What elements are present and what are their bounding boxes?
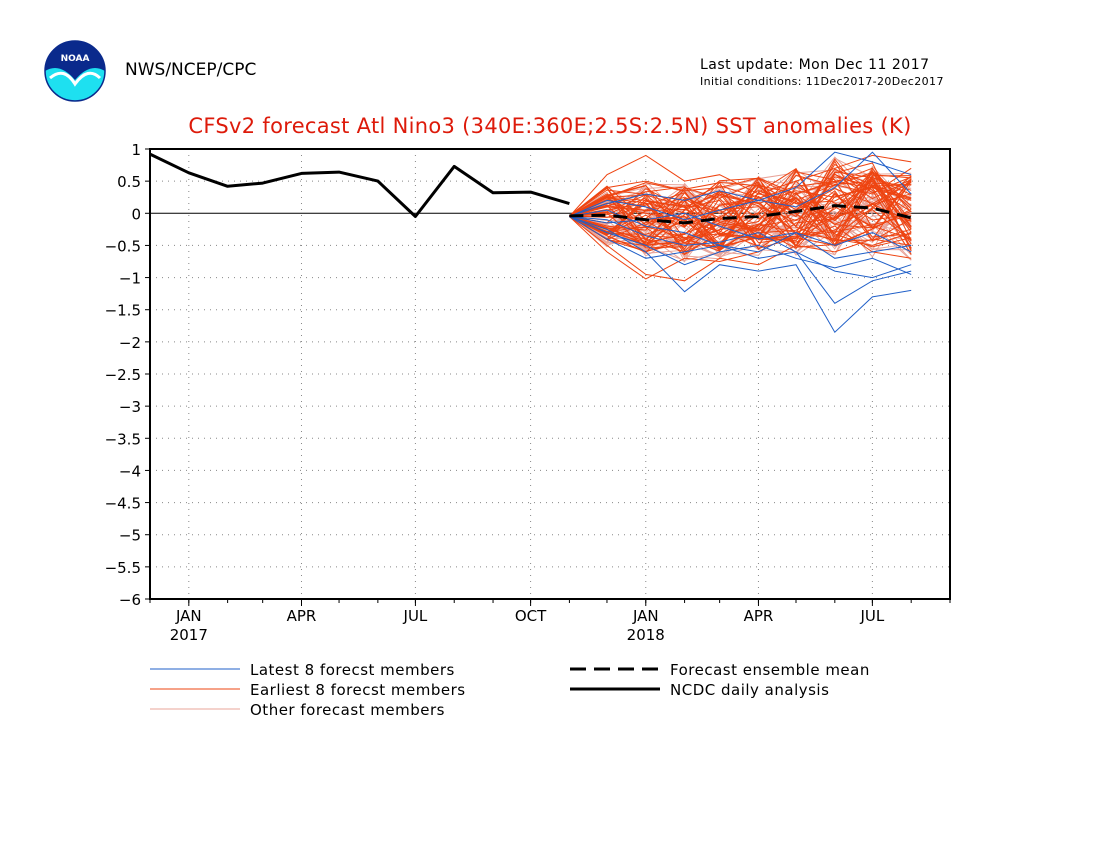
ensemble-mean-line [569,204,912,225]
legend-layer: Latest 8 forecst members Earliest 8 fore… [150,661,870,719]
chart-title: CFSv2 forecast Atl Nino3 (340E:360E;2.5S… [188,114,912,138]
x-year-label: 2018 [627,626,665,644]
y-tick-label: −5.5 [105,559,141,577]
x-tick-label: APR [287,607,317,625]
y-tick-label: −1 [119,270,141,288]
earliest-member-line [569,174,912,217]
y-tick-label: −3.5 [105,430,141,448]
x-tick-label: APR [744,607,774,625]
noaa-logo: NOAA [44,40,106,102]
y-tick-label: −3 [119,398,141,416]
earliest-member-line [569,181,912,246]
earliest-member-line [569,176,912,249]
initial-conditions-text: Initial conditions: 11Dec2017-20Dec2017 [700,75,944,88]
agency-label: NWS/NCEP/CPC [125,60,257,80]
x-tick-label: OCT [515,607,547,625]
y-tick-label: −6 [119,591,141,609]
grid-layer [150,149,950,599]
x-tick-label: JUL [403,607,428,625]
earliest-member-line [569,188,912,241]
plot-frame [149,148,951,600]
y-tick-label: −4 [119,462,141,480]
axis-layer: 1 0.5 0 −0.5 −1 −1.5 −2 −2.5 −3 −3.5 −4 −4.5 −5 −5.5 −… [105,141,951,644]
earliest-member-line [569,216,912,280]
legend-label-earliest: Earliest 8 forecst members [250,681,466,699]
earliest-member-line [569,170,912,234]
earliest-member-line [569,163,912,246]
legend-label-other: Other forecast members [250,701,445,719]
earliest-member-line [569,173,912,256]
y-tick-label: 0.5 [117,173,141,191]
legend-label-analysis: NCDC daily analysis [670,681,829,699]
x-year-label: 2017 [170,626,208,644]
legend-label-latest: Latest 8 forecst members [250,661,455,679]
y-tick-label: −0.5 [105,237,141,255]
analysis-line [149,152,570,218]
y-tick-label: −5 [119,527,141,545]
latest-member-line [569,216,912,279]
latest-member-line [569,151,912,217]
latest-member-line [569,216,912,304]
y-tick-label: −4.5 [105,495,141,513]
latest-member-line [569,212,912,253]
logo-text: NOAA [61,54,90,64]
y-tick-label: 0 [131,205,141,223]
latest-member-line [569,216,912,275]
y-tick-label: −2 [119,334,141,352]
earliest-member-line [569,180,912,245]
y-tick-label: 1 [131,141,141,159]
earliest-member-line [569,168,912,247]
x-tick-label: JUL [859,607,884,625]
latest-member-line [569,216,912,333]
line-layer [149,152,912,225]
update-info: Last update: Mon Dec 11 2017 Initial con… [700,57,944,88]
member-layer [569,151,912,333]
y-tick-label: −1.5 [105,302,141,320]
y-tick-label: −2.5 [105,366,141,384]
x-tick-label: JAN [632,607,659,625]
legend-label-mean: Forecast ensemble mean [670,661,870,679]
latest-member-line [569,151,912,221]
earliest-member-line [569,160,912,253]
earliest-member-line [569,173,912,255]
x-tick-label: JAN [175,607,202,625]
last-update-text: Last update: Mon Dec 11 2017 [700,57,930,73]
earliest-member-line [569,216,912,282]
